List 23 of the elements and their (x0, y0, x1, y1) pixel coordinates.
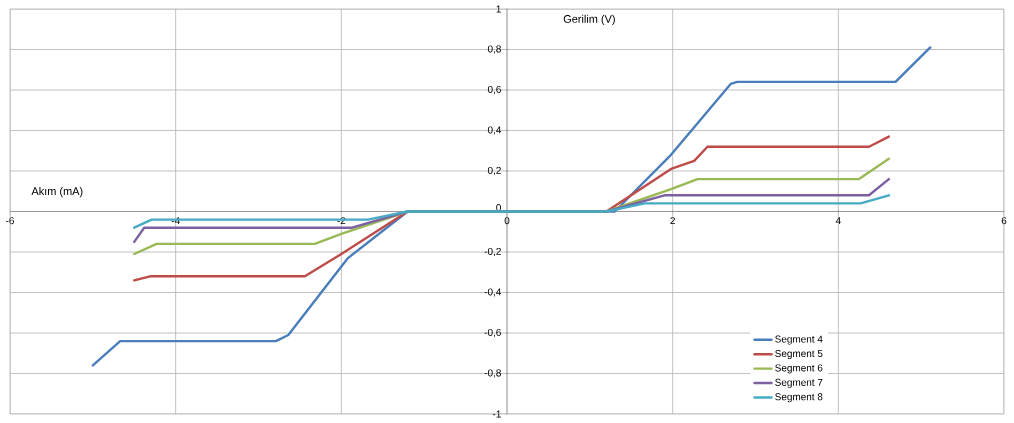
line-series (133, 194, 891, 229)
y-tick-label: -0,4 (484, 288, 502, 297)
y-tick-label: -0,6 (484, 328, 501, 338)
y-tick-label: 0,8 (487, 45, 501, 54)
y-tick-label: -0,2 (484, 247, 501, 257)
y-tick-label: 0,4 (487, 126, 502, 135)
legend-label: Segment 5 (775, 349, 823, 359)
x-tick-label: -6 (6, 217, 14, 225)
y-tick-label: 1 (496, 5, 501, 13)
y-tick-label: -1 (492, 410, 501, 418)
legend-label: Segment 6 (775, 364, 823, 374)
x-tick-label: 0 (504, 217, 510, 225)
y-tick-label: 0,6 (487, 85, 501, 95)
x-axis-title: Akım (mA) (31, 186, 83, 198)
x-tick-label: 4 (835, 217, 841, 224)
legend-label: Segment 4 (775, 335, 823, 345)
x-tick-label: 2 (670, 217, 675, 225)
legend-label: Segment 7 (775, 378, 823, 388)
y-tick-label: 0,2 (487, 166, 501, 176)
y-axis-title: Gerilim (V) (563, 14, 615, 26)
legend-label: Segment 8 (775, 393, 823, 403)
y-tick-label: -0,8 (484, 369, 501, 378)
x-tick-label: 6 (1001, 217, 1007, 225)
